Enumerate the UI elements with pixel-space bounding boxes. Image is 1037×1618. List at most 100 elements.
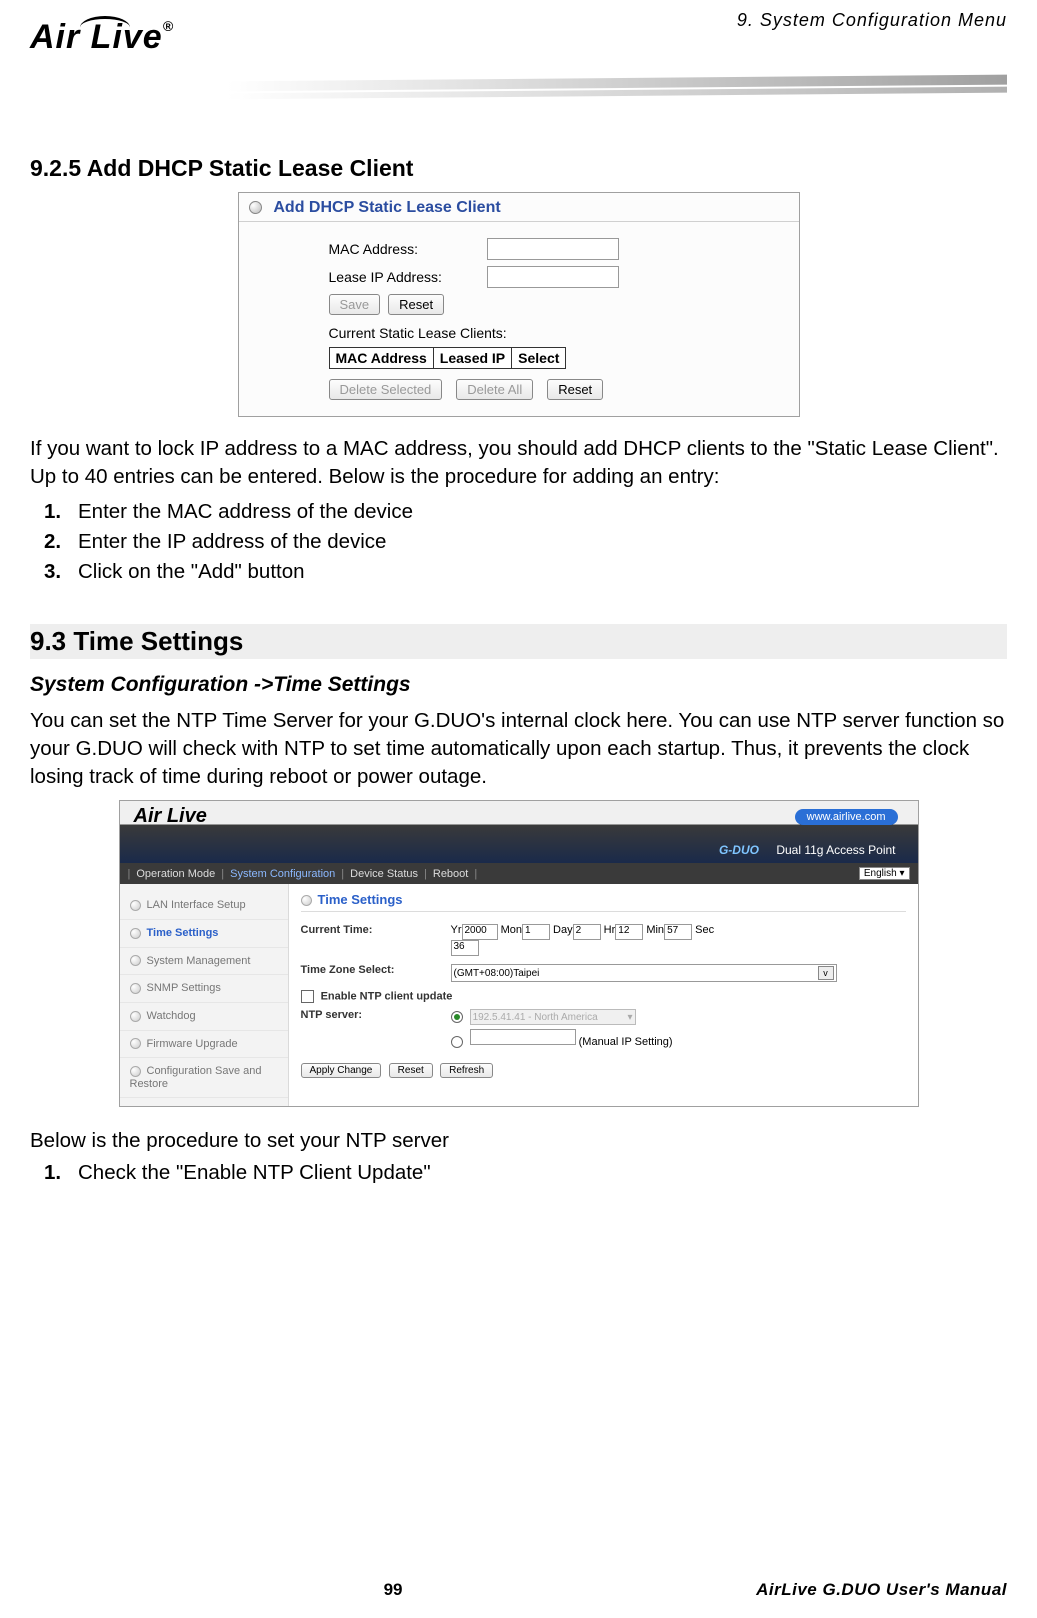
sidebar-item-time[interactable]: Time Settings bbox=[120, 920, 288, 948]
current-time-fields: Yr2000 Mon1 Day2 Hr12 Min57 Sec 36 bbox=[451, 924, 906, 956]
table-row: MAC Address Leased IP Select bbox=[329, 348, 566, 369]
sidebar: LAN Interface Setup Time Settings System… bbox=[120, 884, 289, 1106]
refresh-button[interactable]: Refresh bbox=[440, 1063, 493, 1078]
ntp-server-label: NTP server: bbox=[301, 1009, 451, 1021]
page-footer: 99 AirLive G.DUO User's Manual bbox=[30, 1580, 1007, 1600]
tab-reboot[interactable]: Reboot bbox=[433, 868, 468, 880]
ntp-preset-radio[interactable] bbox=[451, 1011, 463, 1023]
day-input[interactable]: 2 bbox=[573, 924, 601, 940]
sidebar-item-snmp[interactable]: SNMP Settings bbox=[120, 975, 288, 1003]
timezone-select[interactable]: (GMT+08:00)Taipei v bbox=[451, 964, 837, 982]
banner-url-badge: www.airlive.com bbox=[795, 809, 898, 825]
lease-ip-input[interactable] bbox=[487, 266, 619, 288]
bullet-icon bbox=[130, 928, 141, 939]
list-item: 2.Enter the IP address of the device bbox=[78, 530, 1007, 554]
static-lease-table: MAC Address Leased IP Select bbox=[329, 347, 567, 369]
sidebar-item-label: SNMP Settings bbox=[147, 982, 221, 994]
banner-logo: Air Live bbox=[134, 805, 207, 828]
tab-system-configuration[interactable]: System Configuration bbox=[230, 868, 335, 880]
tab-operation-mode[interactable]: Operation Mode bbox=[136, 868, 215, 880]
ntp-preset-select[interactable]: 192.5.41.41 - North America ▾ bbox=[470, 1009, 636, 1025]
section-925-steps: 1.Enter the MAC address of the device 2.… bbox=[30, 500, 1007, 584]
chapter-label: 9. System Configuration Menu bbox=[737, 10, 1007, 31]
save-button[interactable]: Save bbox=[329, 294, 381, 315]
reset-button-2[interactable]: Reset bbox=[547, 379, 603, 400]
bullet-icon bbox=[130, 1038, 141, 1049]
bullet-icon bbox=[130, 1066, 141, 1077]
step-text: Check the "Enable NTP Client Update" bbox=[78, 1161, 431, 1184]
timezone-value: (GMT+08:00)Taipei bbox=[454, 968, 540, 979]
sidebar-item-label: Time Settings bbox=[147, 927, 219, 939]
page-number: 99 bbox=[384, 1580, 403, 1600]
enable-ntp-checkbox[interactable] bbox=[301, 990, 314, 1003]
panel-bullet-icon bbox=[249, 201, 262, 214]
model-desc: Dual 11g Access Point bbox=[776, 843, 895, 857]
sec-label: Sec bbox=[695, 924, 714, 936]
step-text: Enter the IP address of the device bbox=[78, 530, 386, 553]
sidebar-item-config-save[interactable]: Configuration Save and Restore bbox=[120, 1058, 288, 1098]
current-time-label: Current Time: bbox=[301, 924, 451, 936]
delete-all-button[interactable]: Delete All bbox=[456, 379, 533, 400]
mon-label: Mon bbox=[501, 924, 522, 936]
sidebar-item-system-mgmt[interactable]: System Management bbox=[120, 948, 288, 976]
reset-button[interactable]: Reset bbox=[389, 1063, 433, 1078]
sidebar-item-label: LAN Interface Setup bbox=[147, 899, 246, 911]
min-input[interactable]: 57 bbox=[664, 924, 692, 940]
ntp-procedure-intro: Below is the procedure to set your NTP s… bbox=[30, 1127, 1007, 1155]
bullet-icon bbox=[301, 895, 312, 906]
ntp-manual-label: (Manual IP Setting) bbox=[579, 1036, 673, 1048]
sidebar-item-firmware[interactable]: Firmware Upgrade bbox=[120, 1031, 288, 1059]
ntp-preset-value: 192.5.41.41 - North America bbox=[473, 1012, 598, 1023]
breadcrumb: System Configuration ->Time Settings bbox=[30, 673, 1007, 697]
language-value: English bbox=[864, 868, 897, 879]
chevron-down-icon: ▾ bbox=[628, 1012, 633, 1023]
mon-input[interactable]: 1 bbox=[522, 924, 550, 940]
logo-swoosh-icon bbox=[80, 16, 130, 39]
reset-button[interactable]: Reset bbox=[388, 294, 444, 315]
min-label: Min bbox=[646, 924, 664, 936]
pane-title: Time Settings bbox=[318, 892, 403, 907]
apply-change-button[interactable]: Apply Change bbox=[301, 1063, 382, 1078]
col-ip: Leased IP bbox=[433, 348, 511, 369]
manual-title: AirLive G.DUO User's Manual bbox=[756, 1580, 1007, 1600]
yr-input[interactable]: 2000 bbox=[462, 924, 498, 940]
sec-input[interactable]: 36 bbox=[451, 940, 479, 956]
ntp-manual-input[interactable] bbox=[470, 1029, 576, 1045]
lease-ip-label: Lease IP Address: bbox=[329, 269, 479, 285]
delete-selected-button[interactable]: Delete Selected bbox=[329, 379, 443, 400]
model-name: G-DUO bbox=[719, 843, 759, 857]
top-tabs: | Operation Mode | System Configuration … bbox=[120, 863, 918, 884]
section-925-paragraph: If you want to lock IP address to a MAC … bbox=[30, 435, 1007, 490]
mac-address-input[interactable] bbox=[487, 238, 619, 260]
hr-label: Hr bbox=[604, 924, 616, 936]
list-item: 1.Enter the MAC address of the device bbox=[78, 500, 1007, 524]
section-93-title: 9.3 Time Settings bbox=[30, 624, 1007, 659]
sidebar-item-label: Watchdog bbox=[147, 1010, 196, 1022]
mac-address-label: MAC Address: bbox=[329, 241, 479, 257]
dhcp-lease-screenshot: Add DHCP Static Lease Client MAC Address… bbox=[238, 192, 800, 417]
logo-registered-icon: ® bbox=[163, 18, 174, 34]
dhcp-panel-title: Add DHCP Static Lease Client bbox=[273, 199, 500, 216]
bullet-icon bbox=[130, 955, 141, 966]
col-select: Select bbox=[512, 348, 566, 369]
sidebar-item-label: Configuration Save and Restore bbox=[130, 1065, 262, 1090]
sidebar-item-label: Firmware Upgrade bbox=[147, 1038, 238, 1050]
hr-input[interactable]: 12 bbox=[615, 924, 643, 940]
banner-model: G-DUO Dual 11g Access Point bbox=[719, 843, 896, 857]
language-select[interactable]: English ▾ bbox=[859, 867, 910, 880]
bullet-icon bbox=[130, 983, 141, 994]
tab-device-status[interactable]: Device Status bbox=[350, 868, 418, 880]
list-item: 3.Click on the "Add" button bbox=[78, 560, 1007, 584]
list-item: 1.Check the "Enable NTP Client Update" bbox=[78, 1161, 1007, 1185]
timezone-label: Time Zone Select: bbox=[301, 964, 451, 976]
ntp-procedure-steps: 1.Check the "Enable NTP Client Update" bbox=[30, 1161, 1007, 1185]
step-text: Enter the MAC address of the device bbox=[78, 500, 413, 523]
ntp-manual-radio[interactable] bbox=[451, 1036, 463, 1048]
sidebar-item-lan[interactable]: LAN Interface Setup bbox=[120, 892, 288, 920]
sidebar-item-watchdog[interactable]: Watchdog bbox=[120, 1003, 288, 1031]
section-925-title: 9.2.5 Add DHCP Static Lease Client bbox=[30, 155, 1007, 182]
banner: Air Live www.airlive.com G-DUO Dual 11g … bbox=[120, 801, 918, 863]
enable-ntp-label: Enable NTP client update bbox=[321, 991, 453, 1003]
col-mac: MAC Address bbox=[329, 348, 433, 369]
day-label: Day bbox=[553, 924, 573, 936]
